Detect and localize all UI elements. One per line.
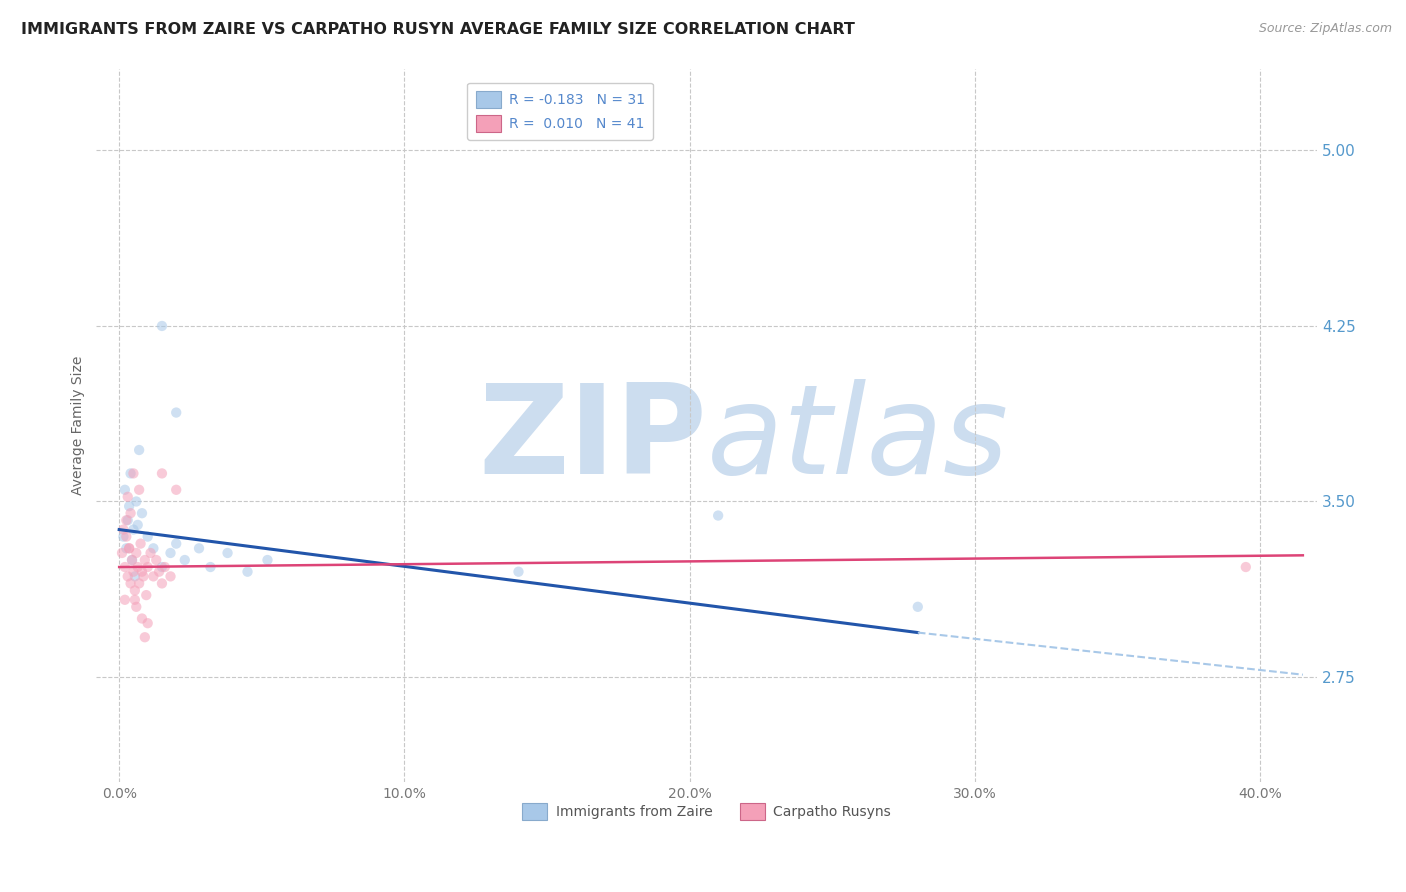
Point xyxy=(165,536,187,550)
Point xyxy=(118,541,141,556)
Point xyxy=(150,560,173,574)
Legend: Immigrants from Zaire, Carpatho Rusyns: Immigrants from Zaire, Carpatho Rusyns xyxy=(516,797,897,825)
Point xyxy=(112,530,135,544)
Point xyxy=(120,506,142,520)
Point xyxy=(121,553,143,567)
Point xyxy=(907,599,929,614)
Point xyxy=(127,560,149,574)
Point xyxy=(173,553,195,567)
Point xyxy=(150,467,173,481)
Point xyxy=(131,611,153,625)
Point xyxy=(124,583,146,598)
Point xyxy=(150,576,173,591)
Point xyxy=(153,560,176,574)
Point xyxy=(125,546,148,560)
Point xyxy=(236,565,259,579)
Point xyxy=(120,467,142,481)
Point xyxy=(125,599,148,614)
Point xyxy=(188,541,211,556)
Point xyxy=(118,541,141,556)
Point xyxy=(117,513,139,527)
Point xyxy=(136,616,159,631)
Point xyxy=(134,630,156,644)
Point xyxy=(735,817,758,831)
Point xyxy=(136,530,159,544)
Point xyxy=(112,523,135,537)
Point xyxy=(122,467,145,481)
Point xyxy=(122,565,145,579)
Point xyxy=(115,541,138,556)
Point xyxy=(135,588,157,602)
Text: ZIP: ZIP xyxy=(478,379,707,500)
Point xyxy=(122,523,145,537)
Point xyxy=(121,553,143,567)
Point xyxy=(128,483,150,497)
Text: IMMIGRANTS FROM ZAIRE VS CARPATHO RUSYN AVERAGE FAMILY SIZE CORRELATION CHART: IMMIGRANTS FROM ZAIRE VS CARPATHO RUSYN … xyxy=(21,22,855,37)
Text: atlas: atlas xyxy=(707,379,1010,500)
Point xyxy=(256,553,278,567)
Point xyxy=(148,565,170,579)
Point xyxy=(142,541,165,556)
Point xyxy=(139,546,162,560)
Point xyxy=(125,494,148,508)
Point xyxy=(117,569,139,583)
Point xyxy=(132,569,155,583)
Point xyxy=(128,442,150,457)
Point xyxy=(131,565,153,579)
Point xyxy=(159,546,181,560)
Point xyxy=(129,536,152,550)
Point xyxy=(200,560,222,574)
Point xyxy=(114,560,136,574)
Point xyxy=(217,546,239,560)
Point xyxy=(124,592,146,607)
Point xyxy=(118,499,141,513)
Point xyxy=(115,530,138,544)
Point xyxy=(128,576,150,591)
Point xyxy=(150,318,173,333)
Point xyxy=(114,483,136,497)
Point xyxy=(131,506,153,520)
Point xyxy=(508,565,530,579)
Point xyxy=(142,569,165,583)
Point xyxy=(117,490,139,504)
Point xyxy=(124,569,146,583)
Point xyxy=(127,517,149,532)
Point xyxy=(136,560,159,574)
Point xyxy=(115,513,138,527)
Point xyxy=(145,553,167,567)
Point xyxy=(159,569,181,583)
Y-axis label: Average Family Size: Average Family Size xyxy=(72,356,86,495)
Point xyxy=(111,546,134,560)
Point xyxy=(134,553,156,567)
Text: Source: ZipAtlas.com: Source: ZipAtlas.com xyxy=(1258,22,1392,36)
Point xyxy=(114,592,136,607)
Point xyxy=(522,810,544,824)
Point xyxy=(1234,560,1257,574)
Point xyxy=(120,576,142,591)
Point xyxy=(707,508,730,523)
Point xyxy=(165,483,187,497)
Point xyxy=(165,406,187,420)
